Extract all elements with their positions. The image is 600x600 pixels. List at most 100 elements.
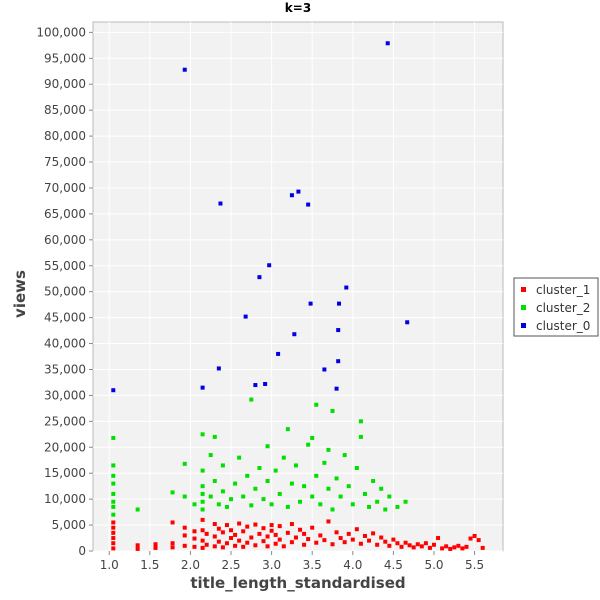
data-point (337, 301, 341, 306)
data-point (399, 544, 404, 549)
data-point (383, 507, 388, 512)
data-point (358, 541, 363, 546)
data-point (431, 542, 436, 547)
data-point (269, 528, 274, 533)
data-point (298, 499, 303, 504)
data-point (318, 502, 323, 507)
x-tick-label: 5.5 (465, 558, 484, 572)
data-point (314, 473, 319, 478)
grid-lines (93, 22, 503, 552)
data-point (220, 530, 225, 535)
data-point (330, 408, 335, 413)
data-point (330, 507, 335, 512)
data-point (111, 463, 116, 468)
y-tick-label: 45,000 (44, 311, 86, 325)
data-point (218, 201, 223, 206)
data-point (395, 541, 400, 546)
data-point (308, 301, 313, 306)
data-point (200, 385, 205, 390)
series-cluster_1 (111, 517, 485, 551)
data-point (261, 526, 266, 531)
data-point (322, 460, 327, 465)
data-point (338, 536, 343, 541)
data-points (111, 41, 485, 551)
data-point (153, 542, 158, 547)
plot-background (92, 21, 504, 552)
data-point (285, 427, 290, 432)
data-point (220, 545, 225, 550)
data-point (111, 525, 116, 530)
data-point (354, 466, 359, 471)
data-point (338, 494, 343, 499)
data-point (111, 388, 116, 393)
data-point (192, 544, 197, 549)
legend-label: cluster_1 (536, 283, 590, 297)
data-point (322, 538, 327, 543)
data-point (281, 455, 286, 460)
x-tick-label: 4.0 (343, 558, 362, 572)
data-point (245, 524, 250, 529)
data-point (265, 544, 270, 549)
data-point (237, 455, 242, 460)
data-point (111, 546, 116, 551)
y-tick-label: 65,000 (44, 207, 86, 221)
data-point (403, 499, 408, 504)
data-point (289, 193, 294, 198)
data-point (460, 546, 465, 551)
y-tick-label: 20,000 (44, 440, 86, 454)
y-tick-label: 5,000 (52, 518, 86, 532)
y-tick-label: 50,000 (44, 285, 86, 299)
legend-swatch (521, 323, 526, 328)
x-tick-label: 2.5 (221, 558, 240, 572)
y-tick-label: 80,000 (44, 129, 86, 143)
data-point (216, 366, 221, 371)
data-point (182, 525, 187, 530)
data-point (362, 491, 367, 496)
data-point (249, 503, 254, 508)
data-point (336, 328, 341, 333)
data-point (261, 539, 266, 544)
data-point (153, 545, 158, 550)
data-point (427, 545, 432, 550)
data-point (326, 486, 331, 491)
data-point (346, 484, 351, 489)
data-point (314, 540, 319, 545)
data-point (229, 528, 234, 533)
data-point (411, 545, 416, 550)
data-point (200, 545, 205, 550)
data-point (281, 544, 286, 549)
axes: 0 5,000 10,000 15,000 20,000 25,000 30,000 35,0… (36, 25, 484, 572)
data-point (346, 531, 351, 536)
data-point (111, 512, 116, 517)
data-point (265, 534, 270, 539)
data-point (456, 543, 461, 548)
data-point (344, 285, 349, 290)
series-cluster_0 (111, 41, 410, 393)
data-point (224, 504, 229, 509)
data-point (277, 491, 282, 496)
y-tick-label: 40,000 (44, 337, 86, 351)
data-point (444, 544, 449, 549)
data-point (448, 546, 453, 551)
data-point (111, 491, 116, 496)
data-point (241, 494, 246, 499)
data-point (375, 542, 380, 547)
data-point (419, 544, 424, 549)
data-point (423, 541, 428, 546)
data-point (135, 543, 140, 548)
data-point (395, 504, 400, 509)
data-point (334, 476, 339, 481)
data-point (212, 544, 217, 549)
data-point (170, 541, 175, 546)
data-point (233, 543, 238, 548)
data-point (182, 67, 187, 72)
data-point (233, 481, 238, 486)
data-point (249, 535, 254, 540)
data-point (367, 538, 372, 543)
data-point (111, 473, 116, 478)
data-point (293, 463, 298, 468)
data-point (354, 527, 359, 532)
data-point (293, 535, 298, 540)
data-point (111, 481, 116, 486)
